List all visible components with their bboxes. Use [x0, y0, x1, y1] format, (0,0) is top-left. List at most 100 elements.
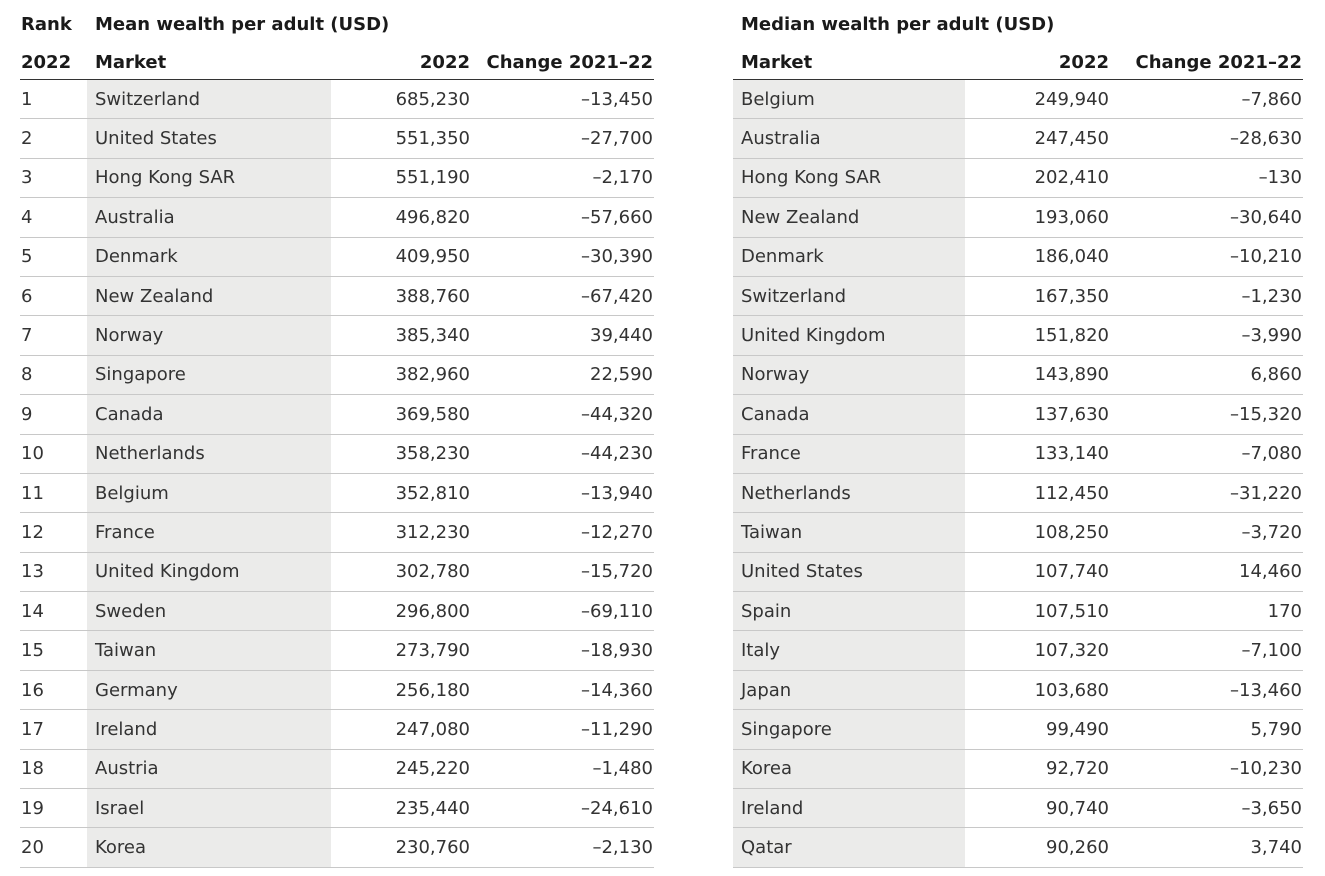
market-shade: Taiwan — [733, 513, 965, 552]
market-cell: United States — [741, 561, 863, 583]
market-cell: Norway — [741, 364, 810, 386]
change-cell: –15,720 — [581, 561, 653, 583]
market-shade: United States — [733, 552, 965, 592]
table-row: 8 Singapore 382,960 22,590 — [20, 355, 654, 396]
market-cell: Belgium — [95, 482, 169, 504]
change-cell: 170 — [1267, 600, 1302, 622]
market-shade: Ireland — [733, 789, 965, 828]
rank-cell: 5 — [21, 246, 33, 268]
market-shade: Belgium — [733, 80, 965, 119]
market-cell: Singapore — [95, 364, 186, 386]
market-shade: New Zealand — [733, 198, 965, 237]
value-cell: 193,060 — [1034, 206, 1109, 228]
change-cell: 6,860 — [1250, 364, 1302, 386]
rank-cell: 13 — [21, 561, 44, 583]
change-cell: –44,230 — [581, 443, 653, 465]
change-cell: –44,320 — [581, 403, 653, 425]
rank-cell: 16 — [21, 679, 44, 701]
median-table-body: Belgium 249,940 –7,860 Australia 247,450 –28,… — [733, 80, 1303, 868]
median-wealth-title: Median wealth per adult (USD) — [741, 13, 1055, 35]
table-row: Japan 103,680 –13,460 — [733, 670, 1303, 711]
market-cell: Ireland — [95, 718, 158, 740]
rank-cell: 17 — [21, 718, 44, 740]
value-cell: 312,230 — [395, 521, 470, 543]
value-cell: 230,760 — [395, 837, 470, 859]
rank-cell: 18 — [21, 758, 44, 780]
value-cell: 249,940 — [1034, 88, 1109, 110]
table-row: Hong Kong SAR 202,410 –130 — [733, 158, 1303, 199]
value-cell: 551,190 — [395, 167, 470, 189]
market-shade: Denmark — [733, 237, 965, 276]
change-cell: –11,290 — [581, 718, 653, 740]
market-cell: Switzerland — [741, 285, 846, 307]
mean-wealth-title: Mean wealth per adult (USD) — [95, 13, 390, 35]
value-cell: 388,760 — [395, 285, 470, 307]
market-shade: Korea — [733, 749, 965, 789]
table-row: Taiwan 108,250 –3,720 — [733, 513, 1303, 553]
market-cell: Hong Kong SAR — [741, 167, 882, 189]
table-row: France 133,140 –7,080 — [733, 434, 1303, 474]
market-cell: Denmark — [95, 246, 178, 268]
value-cell: 108,250 — [1034, 521, 1109, 543]
value-cell: 358,230 — [395, 443, 470, 465]
value-cell: 551,350 — [395, 128, 470, 150]
change-cell: –7,080 — [1241, 443, 1302, 465]
market-shade: New Zealand — [87, 276, 331, 316]
table-row: Spain 107,510 170 — [733, 592, 1303, 632]
change-cell: –67,420 — [581, 285, 653, 307]
market-cell: Denmark — [741, 246, 824, 268]
market-cell: Korea — [741, 758, 793, 780]
change-cell: –10,210 — [1230, 246, 1302, 268]
change-cell: –27,700 — [581, 128, 653, 150]
table-row: 12 France 312,230 –12,270 — [20, 513, 654, 553]
table-row: 14 Sweden 296,800 –69,110 — [20, 592, 654, 632]
table-row: Singapore 99,490 5,790 — [733, 710, 1303, 750]
rank-cell: 6 — [21, 285, 33, 307]
market-cell: Norway — [95, 325, 164, 347]
value-cell: 685,230 — [395, 88, 470, 110]
change-cell: –2,130 — [592, 837, 653, 859]
value-cell: 369,580 — [395, 403, 470, 425]
market-shade: Singapore — [733, 710, 965, 749]
value-cell: 352,810 — [395, 482, 470, 504]
table-row: New Zealand 193,060 –30,640 — [733, 198, 1303, 238]
table-row: Italy 107,320 –7,100 — [733, 631, 1303, 671]
market-cell: Taiwan — [95, 640, 157, 662]
market-cell: Italy — [741, 640, 781, 662]
value-cell: 133,140 — [1034, 443, 1109, 465]
market-cell: Germany — [95, 679, 178, 701]
market-cell: Australia — [95, 206, 175, 228]
table-row: Australia 247,450 –28,630 — [733, 119, 1303, 159]
change-cell: –30,390 — [581, 246, 653, 268]
market-shade: Ireland — [87, 710, 331, 749]
market-shade: Spain — [733, 592, 965, 631]
value-cell: 409,950 — [395, 246, 470, 268]
market-shade: United States — [87, 119, 331, 158]
market-cell: Israel — [95, 797, 145, 819]
market-header: Market — [741, 52, 813, 73]
value-cell: 99,490 — [1046, 718, 1109, 740]
market-cell: United Kingdom — [95, 561, 240, 583]
market-shade: Korea — [87, 828, 331, 867]
rank-cell: 15 — [21, 640, 44, 662]
market-shade: Hong Kong SAR — [733, 158, 965, 198]
value-cell: 137,630 — [1034, 403, 1109, 425]
value-cell: 90,740 — [1046, 797, 1109, 819]
change-cell: –69,110 — [581, 600, 653, 622]
change-cell: 39,440 — [590, 325, 653, 347]
market-cell: Austria — [95, 758, 159, 780]
median-table-header: Market 2022 Change 2021–22 — [733, 46, 1303, 80]
market-cell: Taiwan — [741, 521, 803, 543]
value-cell: 382,960 — [395, 364, 470, 386]
value-cell: 247,080 — [395, 718, 470, 740]
change-cell: –30,640 — [1230, 206, 1302, 228]
table-row: 18 Austria 245,220 –1,480 — [20, 749, 654, 790]
change-cell: –18,930 — [581, 640, 653, 662]
table-row: 17 Ireland 247,080 –11,290 — [20, 710, 654, 750]
table-row: 11 Belgium 352,810 –13,940 — [20, 473, 654, 514]
table-row: 4 Australia 496,820 –57,660 — [20, 198, 654, 238]
value-cell: 256,180 — [395, 679, 470, 701]
change-header: Change 2021–22 — [486, 52, 654, 73]
change-cell: –24,610 — [581, 797, 653, 819]
value-header: 2022 — [1058, 52, 1109, 73]
